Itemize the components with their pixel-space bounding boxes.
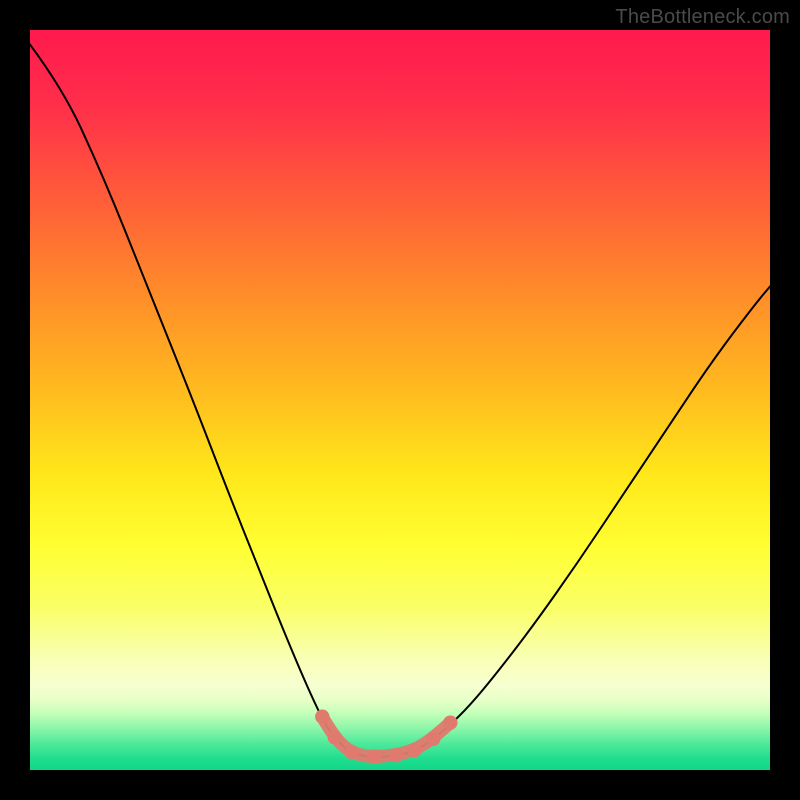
overlay-dot xyxy=(367,749,381,763)
overlay-dot xyxy=(345,745,359,759)
chart-container: TheBottleneck.com xyxy=(0,0,800,800)
overlay-dot xyxy=(443,715,457,729)
overlay-dot xyxy=(389,748,403,762)
overlay-dot xyxy=(426,732,440,746)
chart-svg xyxy=(30,30,770,770)
watermark-label: TheBottleneck.com xyxy=(615,6,790,29)
gradient-background xyxy=(30,30,770,770)
overlay-dot xyxy=(315,710,329,724)
overlay-dot xyxy=(328,730,342,744)
overlay-dot xyxy=(408,743,422,757)
plot-area xyxy=(30,30,770,770)
